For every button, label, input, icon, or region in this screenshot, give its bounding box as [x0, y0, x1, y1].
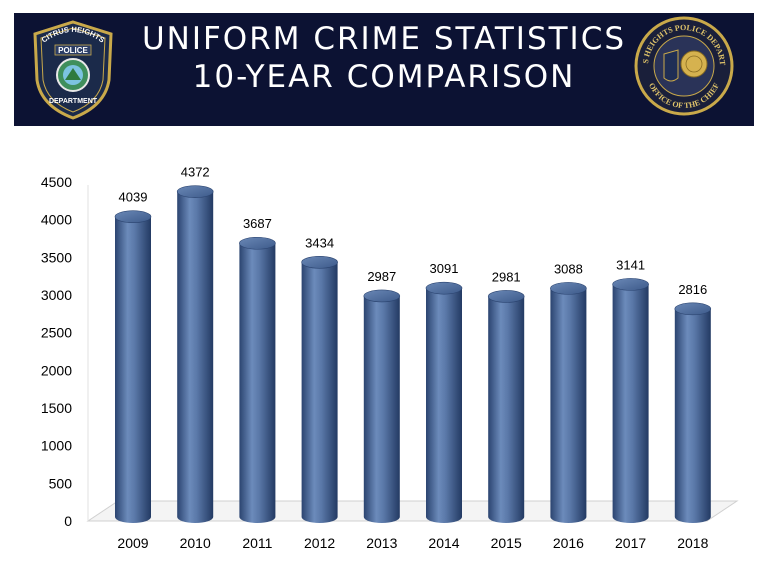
bar-cap — [550, 282, 587, 295]
data-label: 2981 — [492, 269, 521, 284]
bar-2009 — [114, 210, 152, 523]
x-tick-label: 2017 — [615, 535, 646, 551]
x-tick-label: 2009 — [117, 535, 148, 551]
data-label: 3091 — [430, 261, 459, 276]
bar-2010 — [176, 185, 214, 523]
x-tick-label: 2012 — [304, 535, 335, 551]
y-tick-label: 0 — [64, 513, 72, 529]
bar-body — [301, 262, 338, 523]
data-label: 2816 — [678, 282, 707, 297]
bar-cap — [363, 289, 401, 303]
y-tick-label: 3000 — [41, 287, 72, 303]
bars: 4039 4372 3687 3434 2987 3091 2981 3088 3141 2816 — [114, 165, 712, 523]
page-title-line2: 10-YEAR COMPARISON — [192, 59, 576, 95]
data-label: 3687 — [243, 216, 272, 231]
bar-chart: 0 500 1000 1500 2000 2500 3000 3500 4000 4500 403… — [41, 165, 739, 551]
badge-text-mid: POLICE — [58, 46, 88, 55]
department-seal-icon: CITRUS HEIGHTS POLICE DEPARTMENT OFFICE … — [634, 16, 734, 116]
bar-2013 — [363, 289, 401, 523]
data-label: 3141 — [616, 257, 645, 272]
data-label: 4372 — [181, 165, 210, 180]
bar-cap — [301, 256, 338, 269]
y-tick-label: 500 — [49, 475, 73, 491]
page-title: UNIFORM CRIME STATISTICS 10-YEAR COMPARI… — [0, 20, 768, 96]
y-axis: 0 500 1000 1500 2000 2500 3000 3500 4000 4500 — [41, 174, 72, 529]
x-tick-label: 2010 — [180, 535, 211, 551]
x-tick-label: 2013 — [366, 535, 397, 551]
y-tick-label: 2000 — [41, 362, 72, 378]
badge-text-bottom: DEPARTMENT — [49, 98, 98, 105]
data-label: 4039 — [119, 190, 148, 205]
x-tick-label: 2018 — [677, 535, 708, 551]
bar-body — [426, 288, 462, 523]
page-title-line1: UNIFORM CRIME STATISTICS — [141, 21, 627, 57]
x-tick-label: 2015 — [491, 535, 522, 551]
x-tick-label: 2011 — [242, 535, 272, 551]
bar-2016 — [550, 282, 587, 523]
header-banner — [14, 13, 754, 126]
bar-2011 — [239, 236, 276, 523]
bar-body — [550, 288, 587, 523]
bar-cap — [425, 281, 463, 295]
bar-2012 — [301, 256, 338, 523]
data-label: 3088 — [554, 261, 583, 276]
data-label: 3434 — [305, 235, 334, 250]
bar-body — [488, 296, 525, 523]
bar-body — [363, 295, 400, 523]
data-label: 2987 — [367, 269, 396, 284]
bar-cap — [612, 278, 649, 291]
bar-cap — [674, 302, 712, 316]
y-tick-label: 4500 — [41, 174, 72, 190]
police-badge-icon: CITRUS HEIGHTS POLICE DEPARTMENT — [33, 20, 113, 120]
bar-body — [674, 308, 711, 523]
bar-cap — [239, 236, 276, 250]
y-tick-label: 1000 — [41, 438, 72, 454]
bar-body — [612, 284, 649, 523]
bar-cap — [176, 185, 214, 198]
bar-2018 — [674, 302, 712, 523]
y-tick-label: 4000 — [41, 212, 72, 228]
bar-body — [239, 243, 276, 523]
x-tick-label: 2014 — [428, 535, 459, 551]
x-axis: 2009 2010 2011 2012 2013 2014 2015 2016 2017 2018 — [117, 535, 708, 551]
bar-cap — [114, 210, 152, 224]
bar-2014 — [425, 281, 463, 523]
x-tick-label: 2016 — [553, 535, 584, 551]
bar-cap — [487, 290, 525, 303]
bar-body — [177, 191, 214, 523]
bar-body — [115, 216, 151, 523]
y-tick-label: 3500 — [41, 249, 72, 265]
y-tick-label: 2500 — [41, 325, 72, 341]
bar-2015 — [487, 290, 525, 523]
bar-2017 — [612, 278, 649, 523]
y-tick-label: 1500 — [41, 400, 72, 416]
